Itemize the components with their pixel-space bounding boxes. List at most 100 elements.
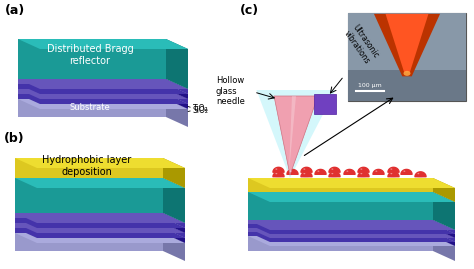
Polygon shape [163, 213, 185, 228]
Text: Hollow
glass
needle: Hollow glass needle [216, 76, 245, 106]
Polygon shape [18, 99, 188, 109]
Polygon shape [15, 223, 163, 228]
Polygon shape [15, 213, 185, 223]
Text: (c): (c) [240, 4, 259, 17]
Polygon shape [248, 236, 433, 251]
Polygon shape [18, 99, 166, 117]
Ellipse shape [360, 173, 362, 174]
Polygon shape [166, 89, 188, 104]
Polygon shape [18, 89, 166, 94]
Polygon shape [163, 223, 185, 238]
Polygon shape [166, 99, 188, 127]
Polygon shape [15, 233, 185, 243]
Ellipse shape [331, 173, 333, 174]
Ellipse shape [358, 175, 367, 177]
Polygon shape [15, 178, 163, 213]
Polygon shape [248, 178, 455, 188]
Polygon shape [18, 89, 188, 99]
Polygon shape [385, 14, 428, 72]
Text: (b): (b) [4, 132, 25, 145]
Polygon shape [163, 233, 185, 261]
Polygon shape [248, 224, 433, 228]
Polygon shape [433, 178, 455, 202]
Polygon shape [18, 79, 166, 84]
Polygon shape [15, 233, 163, 251]
Polygon shape [18, 84, 188, 94]
Polygon shape [18, 39, 166, 79]
Polygon shape [289, 96, 296, 172]
Ellipse shape [301, 171, 310, 173]
Polygon shape [18, 79, 188, 89]
Polygon shape [433, 236, 455, 261]
Polygon shape [248, 220, 455, 230]
Polygon shape [15, 218, 185, 228]
Polygon shape [163, 178, 185, 223]
Text: Hydrophobic layer
deposition: Hydrophobic layer deposition [42, 155, 132, 177]
Bar [348, 13, 466, 101]
Ellipse shape [329, 171, 338, 173]
Polygon shape [248, 178, 433, 192]
Polygon shape [166, 94, 188, 109]
Polygon shape [433, 228, 455, 242]
Ellipse shape [290, 171, 292, 172]
Text: SiO₂: SiO₂ [188, 106, 209, 115]
Ellipse shape [329, 175, 338, 177]
Ellipse shape [346, 171, 348, 172]
Ellipse shape [389, 175, 398, 177]
Polygon shape [163, 158, 185, 188]
Ellipse shape [303, 173, 305, 174]
Ellipse shape [415, 175, 425, 177]
Ellipse shape [273, 175, 283, 177]
Ellipse shape [375, 171, 377, 172]
Polygon shape [256, 90, 336, 178]
Polygon shape [433, 220, 455, 234]
Polygon shape [433, 192, 455, 230]
Polygon shape [248, 192, 455, 202]
Polygon shape [15, 213, 163, 218]
Ellipse shape [391, 168, 392, 170]
Polygon shape [15, 178, 185, 188]
Polygon shape [248, 228, 455, 238]
Ellipse shape [273, 171, 283, 173]
Ellipse shape [389, 171, 398, 173]
Bar [348, 13, 466, 70]
Ellipse shape [403, 71, 410, 76]
Ellipse shape [275, 168, 277, 170]
Polygon shape [248, 228, 433, 232]
Polygon shape [248, 232, 433, 236]
Ellipse shape [301, 175, 310, 177]
Polygon shape [433, 224, 455, 238]
Text: 100 μm: 100 μm [358, 83, 382, 87]
Polygon shape [15, 158, 185, 168]
Polygon shape [18, 94, 166, 99]
Polygon shape [248, 232, 455, 242]
Polygon shape [15, 223, 185, 233]
Ellipse shape [345, 173, 354, 175]
Bar [348, 70, 466, 101]
Ellipse shape [403, 171, 405, 172]
Ellipse shape [275, 173, 277, 174]
Polygon shape [18, 84, 166, 89]
Polygon shape [166, 39, 188, 89]
Ellipse shape [418, 173, 419, 174]
Polygon shape [374, 14, 440, 76]
Polygon shape [248, 192, 433, 220]
Ellipse shape [287, 173, 297, 175]
Polygon shape [18, 39, 188, 49]
Polygon shape [163, 228, 185, 243]
Polygon shape [166, 79, 188, 94]
Polygon shape [433, 232, 455, 246]
Text: TiO₂: TiO₂ [188, 104, 209, 113]
Text: (a): (a) [5, 4, 25, 17]
Polygon shape [248, 220, 433, 224]
Text: Distributed Bragg
reflector: Distributed Bragg reflector [46, 44, 133, 66]
Polygon shape [15, 218, 163, 223]
Text: Substrate: Substrate [70, 104, 110, 112]
Polygon shape [248, 224, 455, 234]
Polygon shape [15, 228, 185, 238]
Ellipse shape [331, 168, 333, 170]
Polygon shape [274, 96, 318, 175]
Polygon shape [18, 94, 188, 104]
Polygon shape [15, 228, 163, 233]
Ellipse shape [358, 171, 367, 173]
